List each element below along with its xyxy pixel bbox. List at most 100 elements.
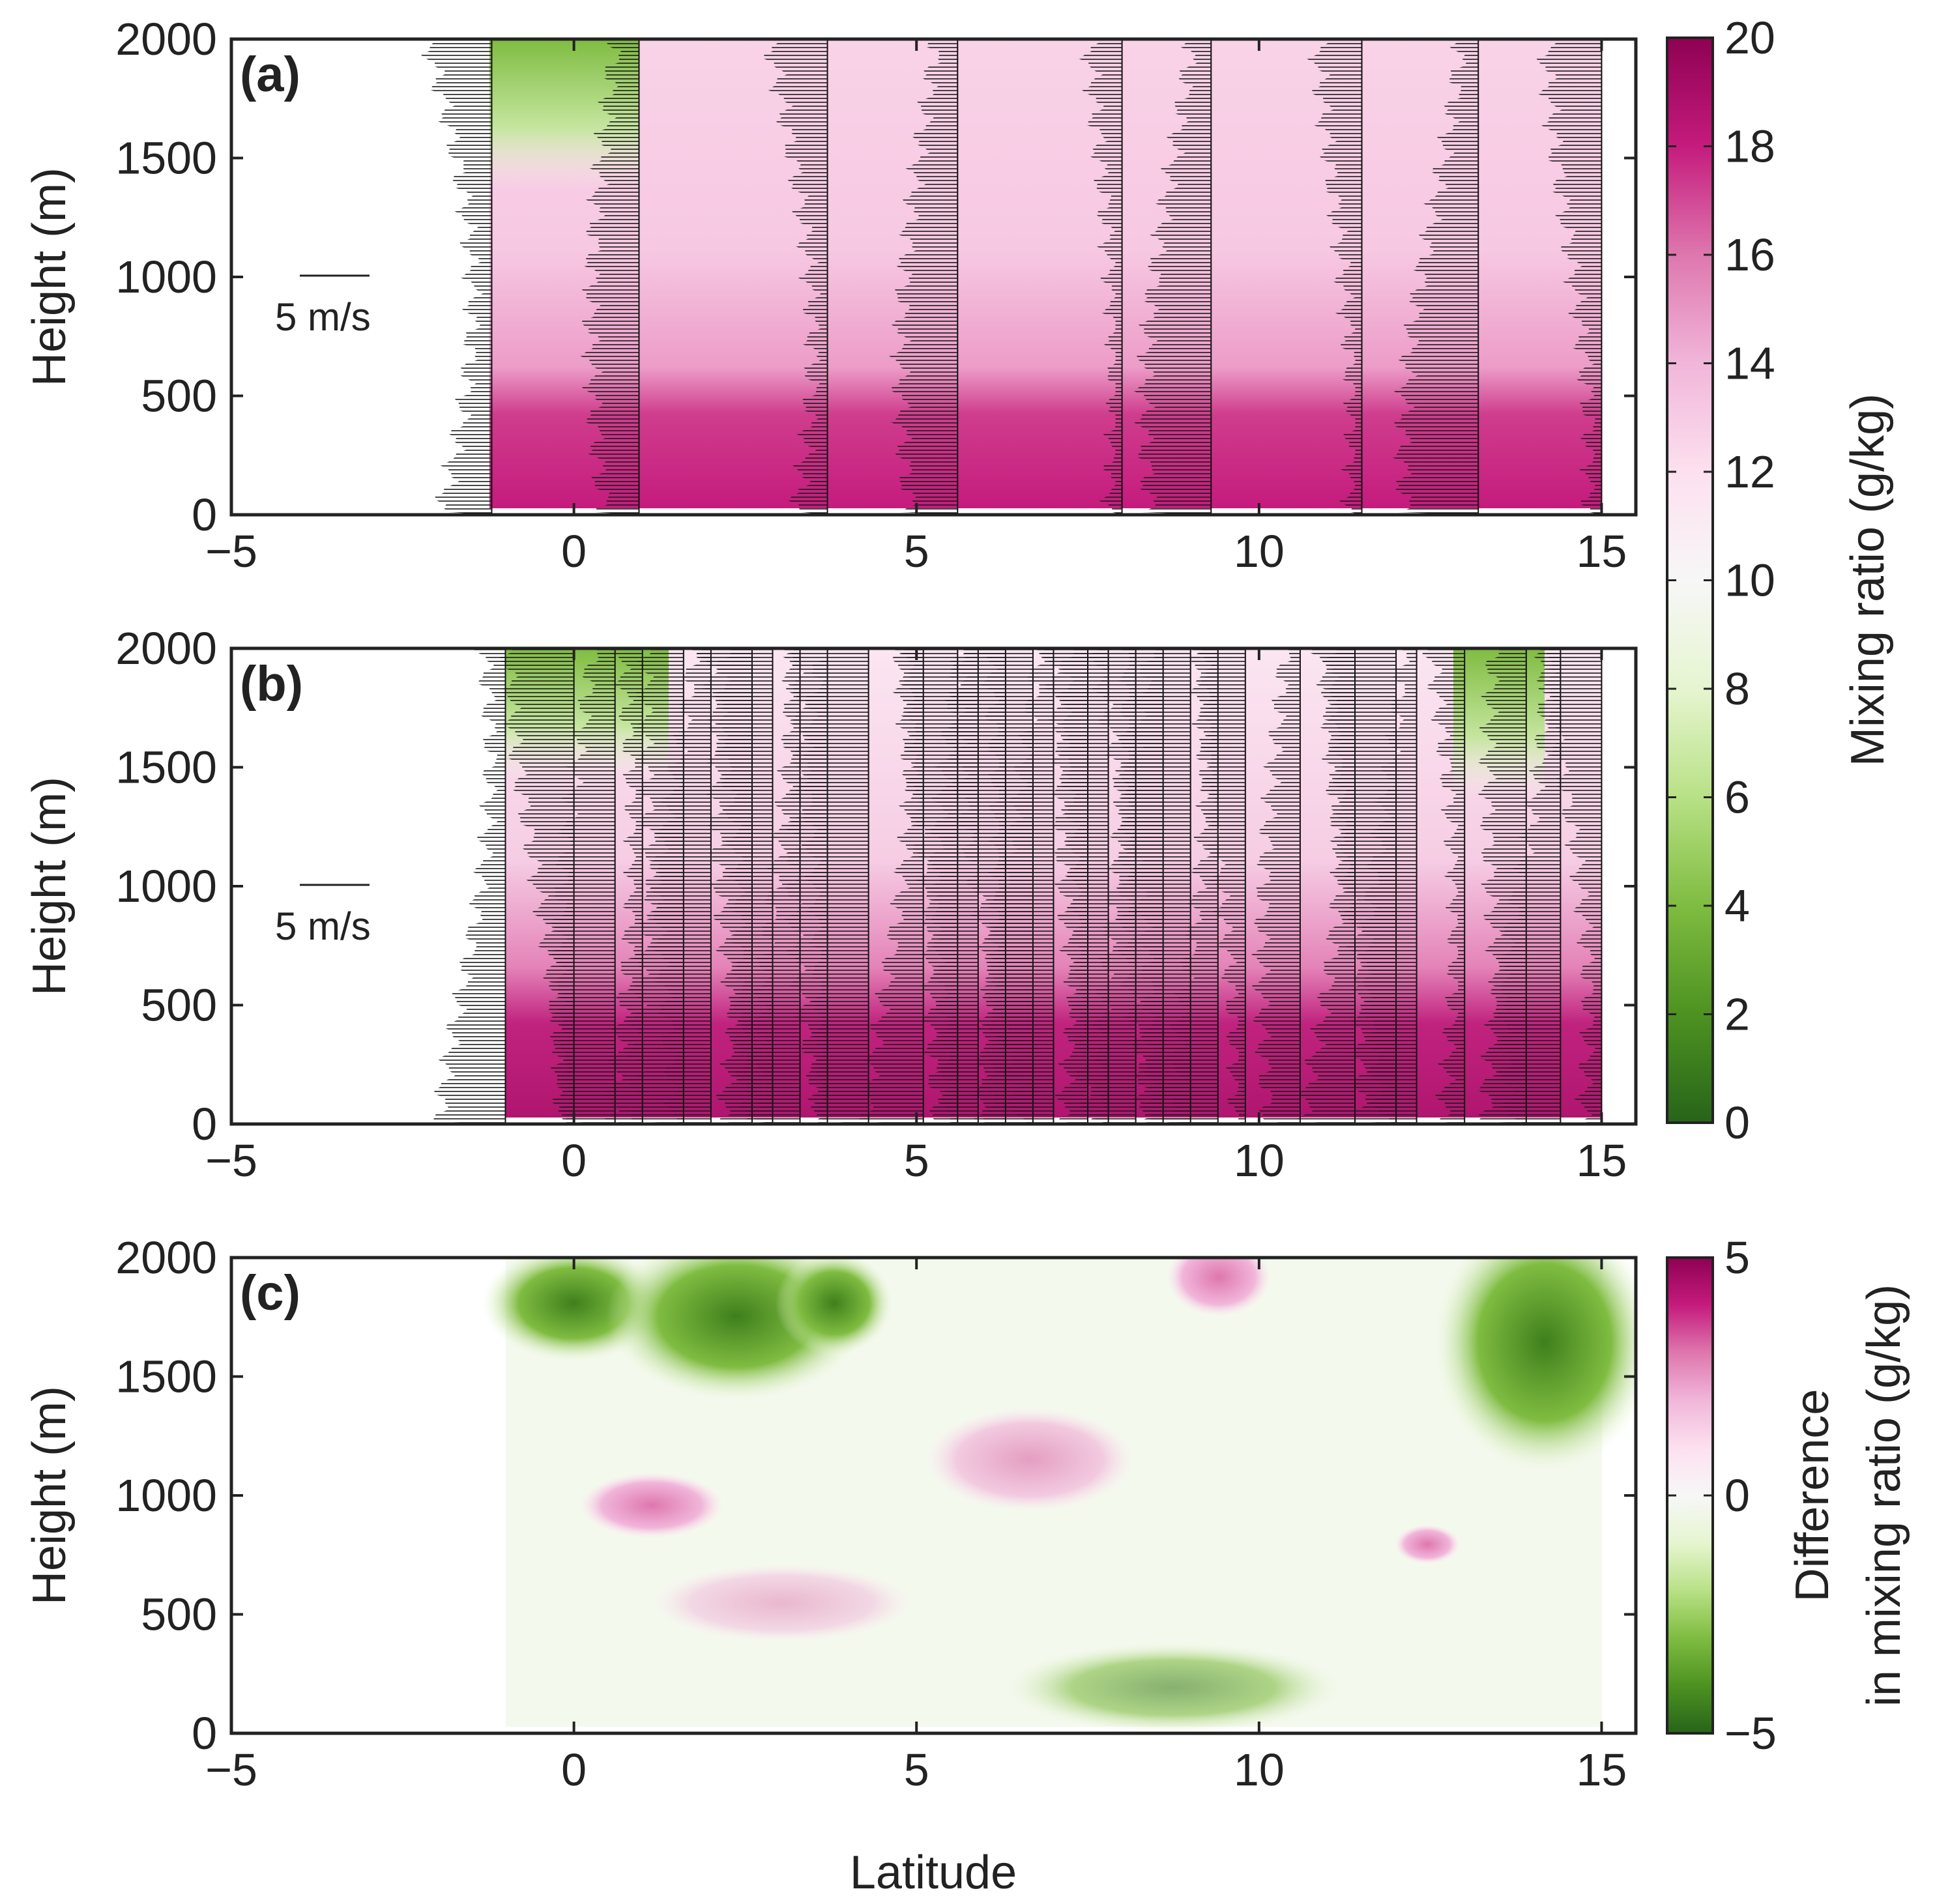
cbar-tick-label-2-1: 0 — [1724, 1470, 1750, 1521]
ytick-label-a-4: 2000 — [115, 14, 217, 65]
cbar-tick-label-2-2: 5 — [1724, 1232, 1750, 1283]
ytick-label-c-0: 0 — [192, 1708, 217, 1759]
wind-profile-a-7 — [1392, 39, 1479, 515]
ytick-label-a-2: 1000 — [115, 252, 217, 302]
wind-profile-b-2 — [547, 648, 615, 1124]
wind-profile-b-5 — [624, 648, 711, 1124]
ytick-label-b-2: 1000 — [115, 861, 217, 912]
neg-anomaly-3 — [776, 1258, 893, 1355]
xtick-label-a-4: 15 — [1577, 526, 1627, 577]
wind-profile-a-4 — [1079, 39, 1122, 515]
ytick-label-c-2: 1000 — [115, 1470, 217, 1521]
xtick-label-c-2: 5 — [904, 1744, 929, 1795]
wind-profile-b-21 — [1114, 648, 1191, 1124]
xtick-label-c-4: 15 — [1577, 1744, 1627, 1795]
xtick-label-a-2: 5 — [904, 526, 929, 577]
wind-profile-a-8 — [1536, 39, 1602, 515]
ytick-label-b-1: 500 — [141, 980, 217, 1031]
cbar-tick-label-1-5: 10 — [1724, 555, 1775, 606]
wind-profile-b-30 — [1476, 648, 1561, 1124]
xtick-label-b-2: 5 — [904, 1135, 929, 1186]
colorbar-difference: Difference in mixing ratio (g/kg) −5 0 5 — [1666, 1232, 1910, 1759]
wind-profiles-b — [433, 648, 1603, 1124]
pos-anomaly-2 — [1167, 1258, 1271, 1316]
xtick-label-b-0: −5 — [205, 1135, 257, 1186]
wind-scale-label-a: 5 m/s — [275, 295, 371, 339]
wind-profile-b-31 — [1532, 648, 1602, 1124]
cbar-tick-label-1-8: 16 — [1724, 229, 1775, 280]
xtick-label-a-3: 10 — [1234, 526, 1285, 577]
ytick-label-c-1: 500 — [141, 1589, 217, 1640]
ytick-label-c-3: 1500 — [115, 1351, 217, 1402]
xtick-label-b-4: 15 — [1577, 1135, 1627, 1186]
y-axis-label-b: Height (m) — [23, 777, 76, 996]
cbar-tick-label-1-0: 0 — [1724, 1097, 1750, 1148]
xtick-label-b-1: 0 — [561, 1135, 587, 1186]
cbar-tick-label-1-7: 14 — [1724, 338, 1775, 389]
panel-c: (c) Height (m) Latitude −5 0 5 10 1505001000… — [23, 1232, 1638, 1899]
pos-anomaly-5 — [1395, 1525, 1460, 1564]
ytick-label-a-3: 1500 — [115, 133, 217, 184]
wind-profile-b-25 — [1295, 648, 1355, 1124]
colorbar-difference-label-line2: in mixing ratio (g/kg) — [1858, 1284, 1910, 1707]
pos-anomaly-1 — [580, 1473, 723, 1538]
wind-profile-b-1 — [498, 648, 574, 1124]
y-axis-label-c: Height (m) — [23, 1386, 76, 1605]
panel-label-b: (b) — [240, 656, 303, 712]
wind-profile-a-3 — [888, 39, 958, 515]
ytick-label-a-0: 0 — [192, 489, 217, 540]
cbar-tick-label-1-10: 20 — [1724, 12, 1775, 63]
neg-anomaly-5 — [1004, 1642, 1343, 1733]
ytick-label-a-1: 500 — [141, 371, 217, 422]
xtick-label-c-0: −5 — [205, 1744, 257, 1795]
panel-a: (a) Height (m) 5 m/s −5 0 5 10 1505001000150… — [23, 14, 1638, 577]
cbar-tick-label-1-1: 2 — [1724, 989, 1750, 1040]
pos-anomaly-4 — [652, 1564, 912, 1642]
wind-profile-b-22 — [1161, 648, 1218, 1124]
panel-b: (b) Height (m) 5 m/s −5 0 5 10 1505001000150… — [23, 623, 1638, 1186]
xtick-label-c-1: 0 — [561, 1744, 587, 1795]
wind-profiles-a — [420, 39, 1603, 515]
wind-profile-b-28 — [1421, 648, 1465, 1124]
ytick-label-c-4: 2000 — [115, 1232, 217, 1283]
y-axis-label-a: Height (m) — [23, 167, 76, 386]
cbar-tick-label-1-2: 4 — [1724, 880, 1750, 931]
wind-profile-b-24 — [1250, 648, 1300, 1124]
wind-profile-a-0 — [420, 39, 492, 515]
wind-profile-a-5 — [1133, 39, 1212, 515]
wind-profile-b-8 — [742, 648, 800, 1124]
wind-scale-label-b: 5 m/s — [275, 904, 371, 948]
difference-features-c — [482, 1258, 1636, 1733]
panel-label-a: (a) — [240, 47, 300, 102]
xtick-label-a-1: 0 — [561, 526, 587, 577]
wind-profile-b-11 — [859, 648, 924, 1124]
wind-profile-b-0 — [433, 648, 506, 1124]
ytick-label-b-3: 1500 — [115, 742, 217, 793]
wind-profile-b-27 — [1348, 648, 1417, 1124]
panel-label-c: (c) — [240, 1265, 300, 1321]
ytick-label-b-4: 2000 — [115, 623, 217, 674]
wind-profile-a-6 — [1307, 39, 1362, 515]
wind-profile-a-2 — [763, 39, 828, 515]
xtick-label-c-3: 10 — [1234, 1744, 1285, 1795]
pos-anomaly-3 — [925, 1407, 1134, 1512]
cbar-tick-label-1-6: 12 — [1724, 446, 1775, 497]
xtick-label-b-3: 10 — [1234, 1135, 1285, 1186]
neg-anomaly-4 — [1434, 1258, 1636, 1473]
wind-profile-b-16 — [976, 648, 1054, 1124]
wind-profile-b-7 — [704, 648, 773, 1124]
xtick-label-a-0: −5 — [205, 526, 257, 577]
colorbar-mixing-ratio: Mixing ratio (g/kg) 0 2 4 6 8 10 12 14 16 18 20 — [1666, 12, 1894, 1148]
wind-profile-b-23 — [1187, 648, 1245, 1124]
cbar-tick-label-1-3: 6 — [1724, 772, 1750, 823]
wind-profile-b-18 — [1049, 648, 1109, 1124]
ytick-label-b-0: 0 — [192, 1099, 217, 1149]
colorbar-difference-label-line1: Difference — [1786, 1389, 1839, 1602]
x-axis-label-c: Latitude — [850, 1847, 1017, 1899]
wind-profile-b-3 — [601, 648, 643, 1124]
cbar-tick-label-1-9: 18 — [1724, 121, 1775, 172]
cbar-tick-label-1-4: 8 — [1724, 663, 1750, 714]
colorbar-mixing-ratio-label: Mixing ratio (g/kg) — [1842, 394, 1894, 766]
wind-profile-a-1 — [579, 39, 639, 515]
